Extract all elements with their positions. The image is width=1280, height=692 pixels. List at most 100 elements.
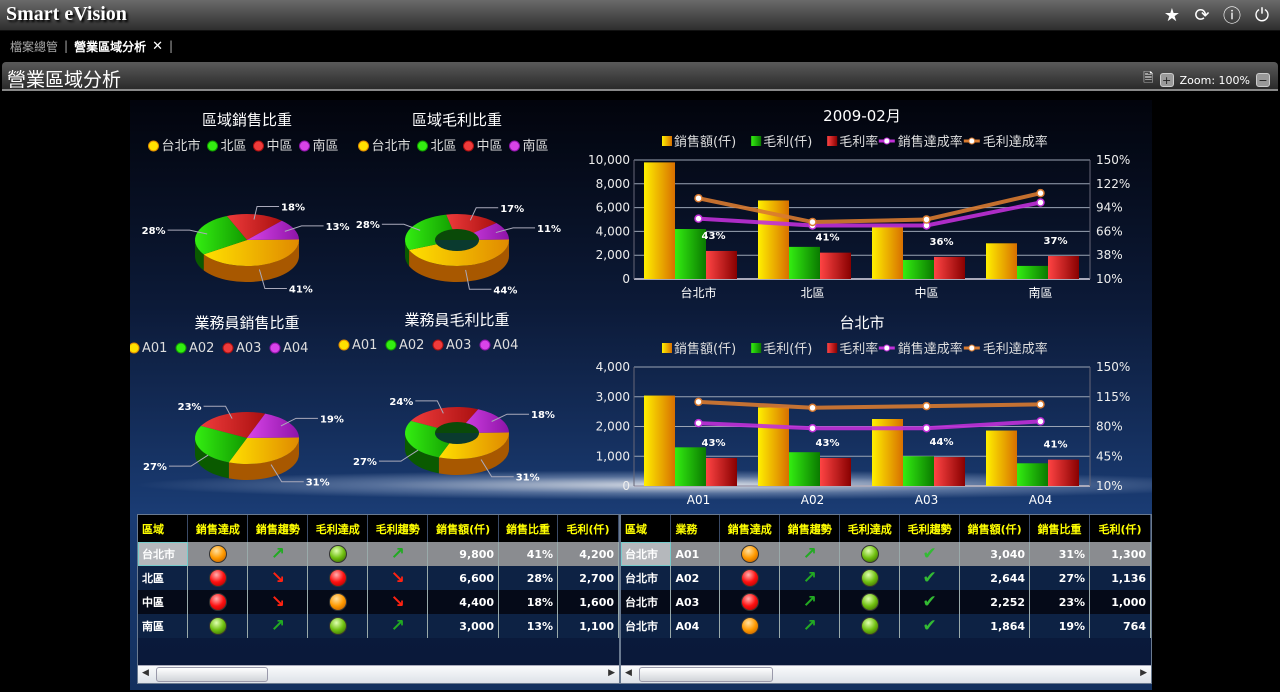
pie-title-3: 業務員毛利比重 [404, 311, 509, 329]
pie-data-label: 27% [143, 462, 167, 473]
table-cell: 19% [1029, 614, 1091, 638]
table-cell [187, 614, 249, 638]
line-銷售達成率 [698, 419, 1041, 431]
column-header[interactable]: 銷售額(仟) [959, 515, 1031, 542]
table-row[interactable]: 南區 ↗ ↗ 3,000 13% 1,100 [138, 614, 619, 638]
agent-table-scrollbar[interactable]: ◀ ▶ [621, 665, 1151, 683]
line-marker [808, 423, 817, 433]
column-header[interactable]: 毛利趨勢 [899, 515, 961, 542]
table-cell [719, 566, 781, 590]
line-marker [694, 418, 703, 428]
pie-legend-label: 台北市 [162, 138, 201, 154]
column-header[interactable]: 毛利(仟) [1089, 515, 1151, 542]
column-header[interactable]: 銷售達成 [719, 515, 781, 542]
zoom-out-button[interactable]: − [1256, 73, 1270, 87]
trend-up-icon: ↗ [802, 568, 817, 588]
column-header[interactable]: 銷售比重 [1029, 515, 1091, 542]
help-icon[interactable]: ⓘ [1223, 6, 1241, 27]
table-cell [839, 590, 901, 614]
legend-label: 毛利率 [839, 341, 878, 357]
table-row[interactable]: 台北市 A01 ↗ ✔ 3,040 31% 1,300 [621, 542, 1151, 566]
legend-swatch [827, 136, 838, 146]
column-header[interactable]: 銷售比重 [498, 515, 559, 542]
column-header[interactable]: 業務 [670, 515, 721, 542]
column-header[interactable]: 毛利趨勢 [367, 515, 429, 542]
bar-毛利(仟) [789, 246, 820, 279]
table-cell [307, 614, 369, 638]
table-cell: 1,600 [557, 590, 619, 614]
pie-data-label: 28% [142, 226, 166, 237]
table-cell [719, 542, 781, 566]
tab-sales-region-analysis[interactable]: 營業區域分析 [74, 39, 147, 54]
legend-label: 銷售額(仟) [674, 341, 736, 357]
table-cell: 4,200 [557, 542, 619, 566]
legend-marker [968, 344, 976, 352]
trend-check-icon: ✔ [922, 568, 937, 588]
tab-file-manager[interactable]: 檔案總管 [10, 39, 59, 54]
table-cell: ↗ [779, 590, 841, 614]
power-icon[interactable]: ⏻ [1254, 4, 1270, 26]
pie-slice-A01 [228, 437, 299, 465]
column-header[interactable]: 區域 [621, 515, 672, 542]
pie-legend-label: A03 [446, 338, 471, 353]
column-header[interactable]: 毛利達成 [839, 515, 901, 542]
y2-tick-label: 80% [1096, 420, 1123, 434]
legend-dot [130, 342, 140, 354]
scroll-right-icon[interactable]: ▶ [1140, 668, 1147, 678]
scroll-thumb[interactable] [639, 667, 773, 682]
trend-up-icon: ↗ [270, 616, 285, 636]
table-cell: 23% [1029, 590, 1091, 614]
column-header[interactable]: 銷售額(仟) [427, 515, 500, 542]
green-status-light-icon [860, 569, 879, 587]
region-table-scrollbar[interactable]: ◀ ▶ [138, 665, 619, 683]
column-header[interactable]: 毛利(仟) [557, 515, 619, 542]
table-cell: 台北市 [138, 542, 189, 566]
pie-data-label: 24% [389, 397, 413, 408]
red-status-light-icon [328, 569, 347, 587]
column-header[interactable]: 銷售趨勢 [779, 515, 841, 542]
bar-毛利(仟) [1017, 463, 1048, 486]
y-tick-label: 2,000 [596, 420, 630, 434]
scroll-right-icon[interactable]: ▶ [608, 668, 615, 678]
column-header[interactable]: 銷售趨勢 [247, 515, 309, 542]
y2-tick-label: 150% [1096, 153, 1130, 167]
tab-separator: | [168, 39, 174, 53]
pie-slice-side [438, 433, 509, 476]
pie-data-label: 41% [289, 284, 313, 295]
region-table: 區域 銷售達成 銷售趨勢 毛利達成 毛利趨勢 銷售額(仟) 銷售比重 毛利(仟) 台北市 ↗ ↗ 9,… [137, 514, 620, 684]
scroll-left-icon[interactable]: ◀ [142, 668, 149, 678]
legend-dot [148, 140, 159, 152]
bar-毛利率 [1048, 256, 1079, 279]
column-header[interactable]: 毛利達成 [307, 515, 369, 542]
table-row[interactable]: 台北市 A03 ↗ ✔ 2,252 23% 1,000 [621, 590, 1151, 614]
column-header[interactable]: 區域 [138, 515, 189, 542]
column-header[interactable]: 銷售達成 [187, 515, 249, 542]
close-tab-icon[interactable]: ✕ [152, 38, 163, 54]
bar-毛利(仟) [903, 259, 934, 279]
trend-down-icon: ↘ [270, 592, 285, 612]
bar-毛利(仟) [789, 452, 820, 486]
pie-title-2: 業務員銷售比重 [194, 314, 299, 332]
green-status-light-icon [208, 617, 227, 635]
table-cell: ↘ [247, 566, 309, 590]
document-icon[interactable]: 🗎 [1143, 71, 1154, 86]
table-row[interactable]: 台北市 A02 ↗ ✔ 2,644 27% 1,136 [621, 566, 1151, 590]
tab-separator: | [64, 39, 69, 53]
table-row[interactable]: 台北市 A04 ↗ ✔ 1,864 19% 764 [621, 614, 1151, 638]
table-cell: ✔ [899, 542, 961, 566]
table-row[interactable]: 台北市 ↗ ↗ 9,800 41% 4,200 [138, 542, 619, 566]
table-row[interactable]: 北區 ↘ ↘ 6,600 28% 2,700 [138, 566, 619, 590]
scroll-thumb[interactable] [156, 667, 268, 682]
legend-label: 毛利(仟) [763, 342, 812, 357]
zoom-in-button[interactable]: + [1159, 73, 1174, 87]
pie-label-leader [480, 459, 514, 478]
star-icon[interactable]: ★ [1163, 4, 1181, 26]
pie-data-label: 28% [356, 220, 380, 231]
refresh-icon[interactable]: ⟳ [1194, 4, 1210, 26]
table-cell [187, 566, 249, 590]
pie-slice-中區 [226, 214, 282, 240]
table-row[interactable]: 中區 ↘ ↘ 4,400 18% 1,600 [138, 590, 619, 614]
scroll-left-icon[interactable]: ◀ [625, 668, 632, 678]
line-marker [1036, 198, 1045, 207]
